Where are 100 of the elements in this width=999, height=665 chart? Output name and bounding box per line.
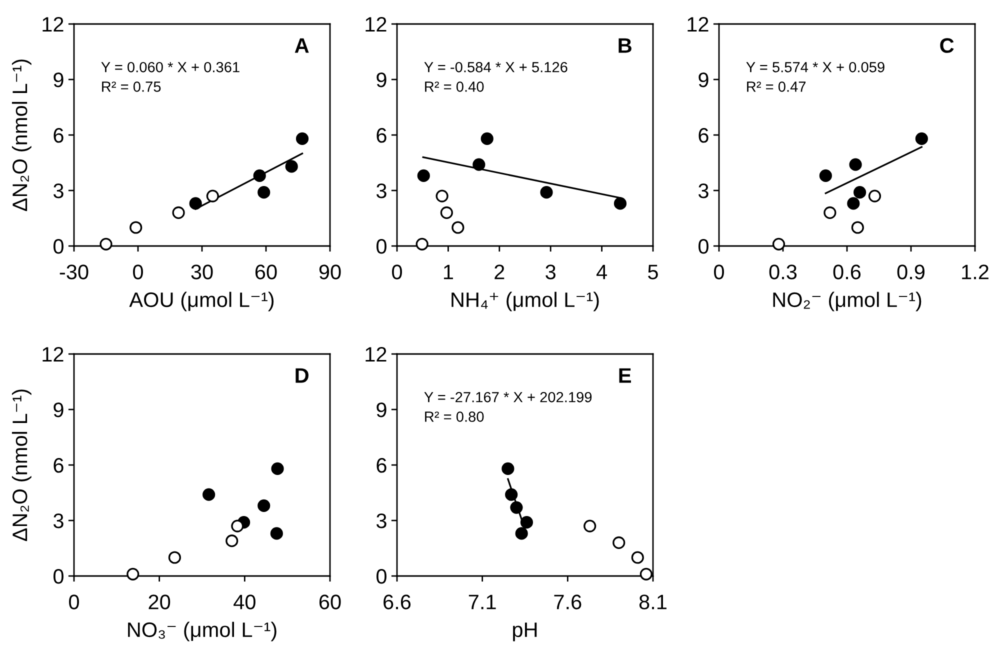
point bbox=[614, 197, 627, 210]
y-tick-label: 0 bbox=[376, 239, 386, 254]
point bbox=[502, 462, 514, 476]
annotation: Y = 5.574 * X + 0.059 bbox=[746, 62, 884, 72]
x-tick-label: 0 bbox=[392, 264, 402, 280]
y-tick-label: 0 bbox=[698, 239, 708, 254]
y-tick-label: 9 bbox=[54, 402, 64, 418]
point bbox=[640, 568, 652, 580]
annotation: Y = -0.584 * X + 5.126 bbox=[424, 62, 568, 72]
x-tick-label: 5 bbox=[648, 264, 658, 280]
point bbox=[417, 169, 430, 182]
text: A bbox=[294, 38, 309, 53]
point bbox=[226, 534, 238, 548]
x-tick-label: 0 bbox=[714, 264, 724, 280]
text: D bbox=[296, 368, 308, 383]
y-axis-title: ΔN₂O (nmol L⁻¹) bbox=[12, 60, 32, 212]
x-tick-label: 60 bbox=[255, 264, 277, 280]
x-tick-label: -30 bbox=[60, 264, 88, 280]
point bbox=[452, 221, 464, 234]
point bbox=[172, 206, 185, 220]
point bbox=[270, 527, 283, 540]
x-tick-label: 6.6 bbox=[384, 594, 411, 610]
point bbox=[472, 158, 486, 171]
point bbox=[631, 551, 644, 564]
annotation: R² = 0.40 bbox=[425, 82, 484, 92]
point bbox=[824, 206, 836, 220]
x-tick-label: 0 bbox=[133, 264, 143, 280]
point bbox=[258, 499, 270, 512]
x-tick-label: 60 bbox=[319, 594, 341, 610]
text: B bbox=[618, 38, 632, 53]
point bbox=[100, 238, 112, 250]
y-tick-label: 3 bbox=[376, 184, 386, 198]
y-tick-label: 9 bbox=[376, 402, 386, 418]
y-tick-label: 12 bbox=[42, 17, 64, 32]
x-tick-label: 0.9 bbox=[897, 264, 924, 280]
point bbox=[851, 221, 864, 234]
y-tick-label: 12 bbox=[42, 347, 64, 362]
point bbox=[285, 160, 298, 173]
x-tick-label: 4 bbox=[596, 264, 607, 280]
point bbox=[189, 197, 202, 210]
point bbox=[515, 527, 528, 540]
point bbox=[505, 488, 518, 501]
y-axis-title: ΔN₂O (nmol L⁻¹) bbox=[12, 390, 32, 542]
point bbox=[520, 516, 534, 529]
y-tick-label: 3 bbox=[376, 514, 386, 528]
point bbox=[540, 186, 553, 199]
point bbox=[849, 158, 862, 171]
y-tick-label: 12 bbox=[688, 17, 708, 32]
point bbox=[271, 462, 284, 476]
point bbox=[130, 221, 142, 234]
y-tick-label: 0 bbox=[376, 569, 386, 584]
x-tick-label: 1 bbox=[444, 264, 453, 280]
y-tick-label: 0 bbox=[54, 569, 64, 584]
y-tick-label: 3 bbox=[53, 184, 64, 198]
annotation: Y = 0.060 * X + 0.361 bbox=[101, 62, 240, 72]
point bbox=[206, 190, 219, 202]
annotation: R² = 0.80 bbox=[425, 412, 484, 422]
x-axis-title: NH₄⁺ (μmol L⁻¹) bbox=[452, 292, 599, 312]
y-tick-label: 6 bbox=[376, 128, 386, 143]
point bbox=[915, 132, 928, 146]
annotation: R² = 0.47 bbox=[747, 82, 806, 92]
point bbox=[584, 520, 596, 532]
y-tick-label: 3 bbox=[53, 514, 64, 528]
x-tick-label: 0.6 bbox=[833, 264, 861, 280]
point bbox=[231, 520, 244, 532]
annotation: Y = -27.167 * X + 202.199 bbox=[424, 392, 592, 402]
point bbox=[168, 551, 181, 564]
point bbox=[440, 206, 453, 220]
x-tick-label: 0 bbox=[69, 594, 79, 610]
point bbox=[868, 190, 882, 202]
y-tick-label: 9 bbox=[698, 72, 708, 88]
point bbox=[510, 501, 523, 514]
y-tick-label: 6 bbox=[698, 128, 708, 143]
point bbox=[416, 238, 428, 250]
x-tick-label: 1.2 bbox=[962, 264, 988, 280]
x-tick-label: 3 bbox=[546, 264, 556, 280]
point bbox=[296, 132, 309, 146]
x-tick-label: 2 bbox=[494, 264, 504, 280]
x-axis-title: pH bbox=[513, 622, 537, 642]
y-tick-label: 3 bbox=[698, 184, 708, 198]
y-tick-label: 6 bbox=[54, 128, 64, 143]
text: E bbox=[619, 368, 631, 383]
point bbox=[819, 169, 832, 182]
x-tick-label: 40 bbox=[234, 594, 256, 610]
x-tick-label: 30 bbox=[191, 264, 213, 280]
point bbox=[612, 536, 626, 550]
point bbox=[126, 568, 140, 580]
y-tick-label: 9 bbox=[54, 72, 64, 88]
y-tick-label: 6 bbox=[54, 458, 64, 473]
x-tick-label: 90 bbox=[319, 264, 341, 280]
y-tick-label: 12 bbox=[366, 17, 386, 32]
annotation: R² = 0.75 bbox=[102, 82, 161, 92]
point bbox=[847, 197, 860, 210]
point bbox=[258, 186, 270, 199]
point bbox=[202, 488, 216, 501]
point bbox=[253, 169, 266, 182]
x-tick-label: 8.1 bbox=[639, 594, 666, 610]
y-tick-label: 9 bbox=[376, 72, 386, 88]
y-tick-label: 0 bbox=[54, 239, 64, 254]
point bbox=[480, 132, 494, 146]
